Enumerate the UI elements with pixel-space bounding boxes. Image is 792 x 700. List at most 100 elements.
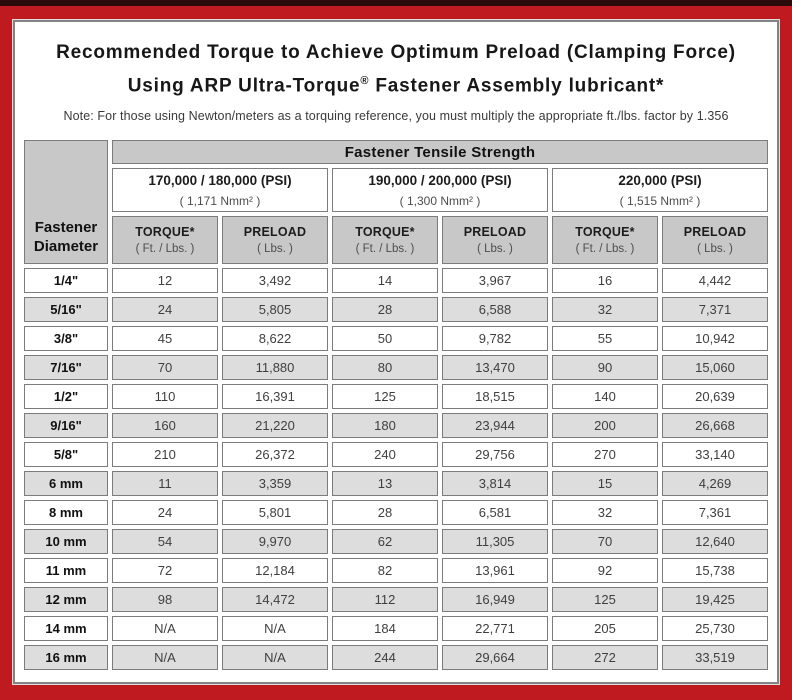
value-cell: 125 bbox=[332, 384, 438, 410]
value-cell: 7,361 bbox=[662, 500, 768, 526]
value-cell: 33,140 bbox=[662, 442, 768, 468]
value-cell: N/A bbox=[112, 616, 218, 642]
torque-units: ( Ft. / Lbs. ) bbox=[135, 243, 195, 256]
psi-group-header-3: 220,000 (PSI) ( 1,515 Nmm² ) bbox=[552, 168, 768, 213]
value-cell: 12,640 bbox=[662, 529, 768, 555]
torque-table-wrap: Fastener Diameter Fastener Tensile Stren… bbox=[20, 136, 772, 674]
registered-trademark-symbol: ® bbox=[360, 75, 370, 87]
preload-column-header: PRELOAD ( Lbs. ) bbox=[442, 216, 548, 265]
nmm-value: ( 1,171 Nmm² ) bbox=[179, 193, 261, 208]
value-cell: 3,492 bbox=[222, 268, 328, 294]
table-row: 11 mm 72 12,184 82 13,961 92 15,738 bbox=[24, 558, 768, 584]
value-cell: 15 bbox=[552, 471, 658, 497]
value-cell: 14,472 bbox=[222, 587, 328, 613]
diameter-cell: 8 mm bbox=[24, 500, 108, 526]
value-cell: 270 bbox=[552, 442, 658, 468]
torque-column-header: TORQUE* ( Ft. / Lbs. ) bbox=[332, 216, 438, 265]
value-cell: 180 bbox=[332, 413, 438, 439]
value-cell: 62 bbox=[332, 529, 438, 555]
diameter-cell: 9/16" bbox=[24, 413, 108, 439]
value-cell: 26,668 bbox=[662, 413, 768, 439]
value-cell: 70 bbox=[112, 355, 218, 381]
preload-label: PRELOAD bbox=[463, 225, 527, 240]
value-cell: 70 bbox=[552, 529, 658, 555]
psi-group-header-1: 170,000 / 180,000 (PSI) ( 1,171 Nmm² ) bbox=[112, 168, 328, 213]
table-row: 7/16" 70 11,880 80 13,470 90 15,060 bbox=[24, 355, 768, 381]
value-cell: 54 bbox=[112, 529, 218, 555]
value-cell: 3,814 bbox=[442, 471, 548, 497]
table-row: 8 mm 24 5,801 28 6,581 32 7,361 bbox=[24, 500, 768, 526]
torque-units: ( Ft. / Lbs. ) bbox=[355, 243, 415, 256]
tensile-strength-header: Fastener Tensile Strength bbox=[112, 140, 768, 165]
nmm-value: ( 1,515 Nmm² ) bbox=[619, 193, 701, 208]
title-line2-pre: Using ARP Ultra-Torque bbox=[127, 75, 361, 97]
value-cell: 15,060 bbox=[662, 355, 768, 381]
value-cell: 112 bbox=[332, 587, 438, 613]
torque-column-header: TORQUE* ( Ft. / Lbs. ) bbox=[112, 216, 218, 265]
diameter-cell: 5/8" bbox=[24, 442, 108, 468]
value-cell: 28 bbox=[332, 500, 438, 526]
preload-label: PRELOAD bbox=[683, 225, 747, 240]
value-cell: 50 bbox=[332, 326, 438, 352]
value-cell: N/A bbox=[222, 616, 328, 642]
value-cell: 23,944 bbox=[442, 413, 548, 439]
preload-column-header: PRELOAD ( Lbs. ) bbox=[222, 216, 328, 265]
value-cell: 11 bbox=[112, 471, 218, 497]
value-cell: 82 bbox=[332, 558, 438, 584]
value-cell: 184 bbox=[332, 616, 438, 642]
value-cell: 21,220 bbox=[222, 413, 328, 439]
psi-value: 190,000 / 200,000 (PSI) bbox=[368, 172, 512, 188]
value-cell: 32 bbox=[552, 297, 658, 323]
value-cell: 10,942 bbox=[662, 326, 768, 352]
value-cell: 4,442 bbox=[662, 268, 768, 294]
value-cell: 24 bbox=[112, 297, 218, 323]
diameter-cell: 14 mm bbox=[24, 616, 108, 642]
torque-label: TORQUE* bbox=[355, 225, 415, 240]
value-cell: 13,470 bbox=[442, 355, 548, 381]
diameter-cell: 16 mm bbox=[24, 645, 108, 671]
value-cell: 16,949 bbox=[442, 587, 548, 613]
value-cell: 272 bbox=[552, 645, 658, 671]
value-cell: 205 bbox=[552, 616, 658, 642]
title-line2-post: Fastener Assembly lubricant* bbox=[369, 75, 665, 97]
psi-group-header-2: 190,000 / 200,000 (PSI) ( 1,300 Nmm² ) bbox=[332, 168, 548, 213]
content-box: Recommended Torque to Achieve Optimum Pr… bbox=[12, 19, 780, 685]
preload-column-header: PRELOAD ( Lbs. ) bbox=[662, 216, 768, 265]
value-cell: 13 bbox=[332, 471, 438, 497]
value-cell: 33,519 bbox=[662, 645, 768, 671]
value-cell: 29,756 bbox=[442, 442, 548, 468]
value-cell: 110 bbox=[112, 384, 218, 410]
header-row-columns: TORQUE* ( Ft. / Lbs. ) PRELOAD ( Lbs. ) … bbox=[24, 216, 768, 265]
value-cell: 125 bbox=[552, 587, 658, 613]
preload-units: ( Lbs. ) bbox=[477, 243, 513, 256]
value-cell: 3,967 bbox=[442, 268, 548, 294]
value-cell: 98 bbox=[112, 587, 218, 613]
value-cell: 8,622 bbox=[222, 326, 328, 352]
torque-label: TORQUE* bbox=[135, 225, 195, 240]
title-line2: Using ARP Ultra-Torque® Fastener Assembl… bbox=[25, 67, 767, 100]
value-cell: 9,970 bbox=[222, 529, 328, 555]
value-cell: 15,738 bbox=[662, 558, 768, 584]
value-cell: 4,269 bbox=[662, 471, 768, 497]
value-cell: 9,782 bbox=[442, 326, 548, 352]
value-cell: 13,961 bbox=[442, 558, 548, 584]
diameter-cell: 7/16" bbox=[24, 355, 108, 381]
torque-label: TORQUE* bbox=[575, 225, 635, 240]
table-row: 9/16" 160 21,220 180 23,944 200 26,668 bbox=[24, 413, 768, 439]
decorative-top-strip bbox=[0, 0, 792, 6]
value-cell: 12 bbox=[112, 268, 218, 294]
value-cell: 6,581 bbox=[442, 500, 548, 526]
preload-label: PRELOAD bbox=[243, 225, 307, 240]
torque-units: ( Ft. / Lbs. ) bbox=[575, 243, 635, 256]
header-row-psi: 170,000 / 180,000 (PSI) ( 1,171 Nmm² ) 1… bbox=[24, 168, 768, 213]
torque-column-header: TORQUE* ( Ft. / Lbs. ) bbox=[552, 216, 658, 265]
table-body: 1/4" 12 3,492 14 3,967 16 4,442 5/16" 24 5,805 28 6… bbox=[24, 268, 768, 671]
value-cell: 20,639 bbox=[662, 384, 768, 410]
value-cell: 244 bbox=[332, 645, 438, 671]
psi-value: 170,000 / 180,000 (PSI) bbox=[148, 172, 292, 188]
header-row-tensile: Fastener Diameter Fastener Tensile Stren… bbox=[24, 140, 768, 265]
table-row: 16 mm N/A N/A 244 29,664 272 33,519 bbox=[24, 645, 768, 671]
value-cell: 11,305 bbox=[442, 529, 548, 555]
value-cell: 26,372 bbox=[222, 442, 328, 468]
value-cell: 16,391 bbox=[222, 384, 328, 410]
